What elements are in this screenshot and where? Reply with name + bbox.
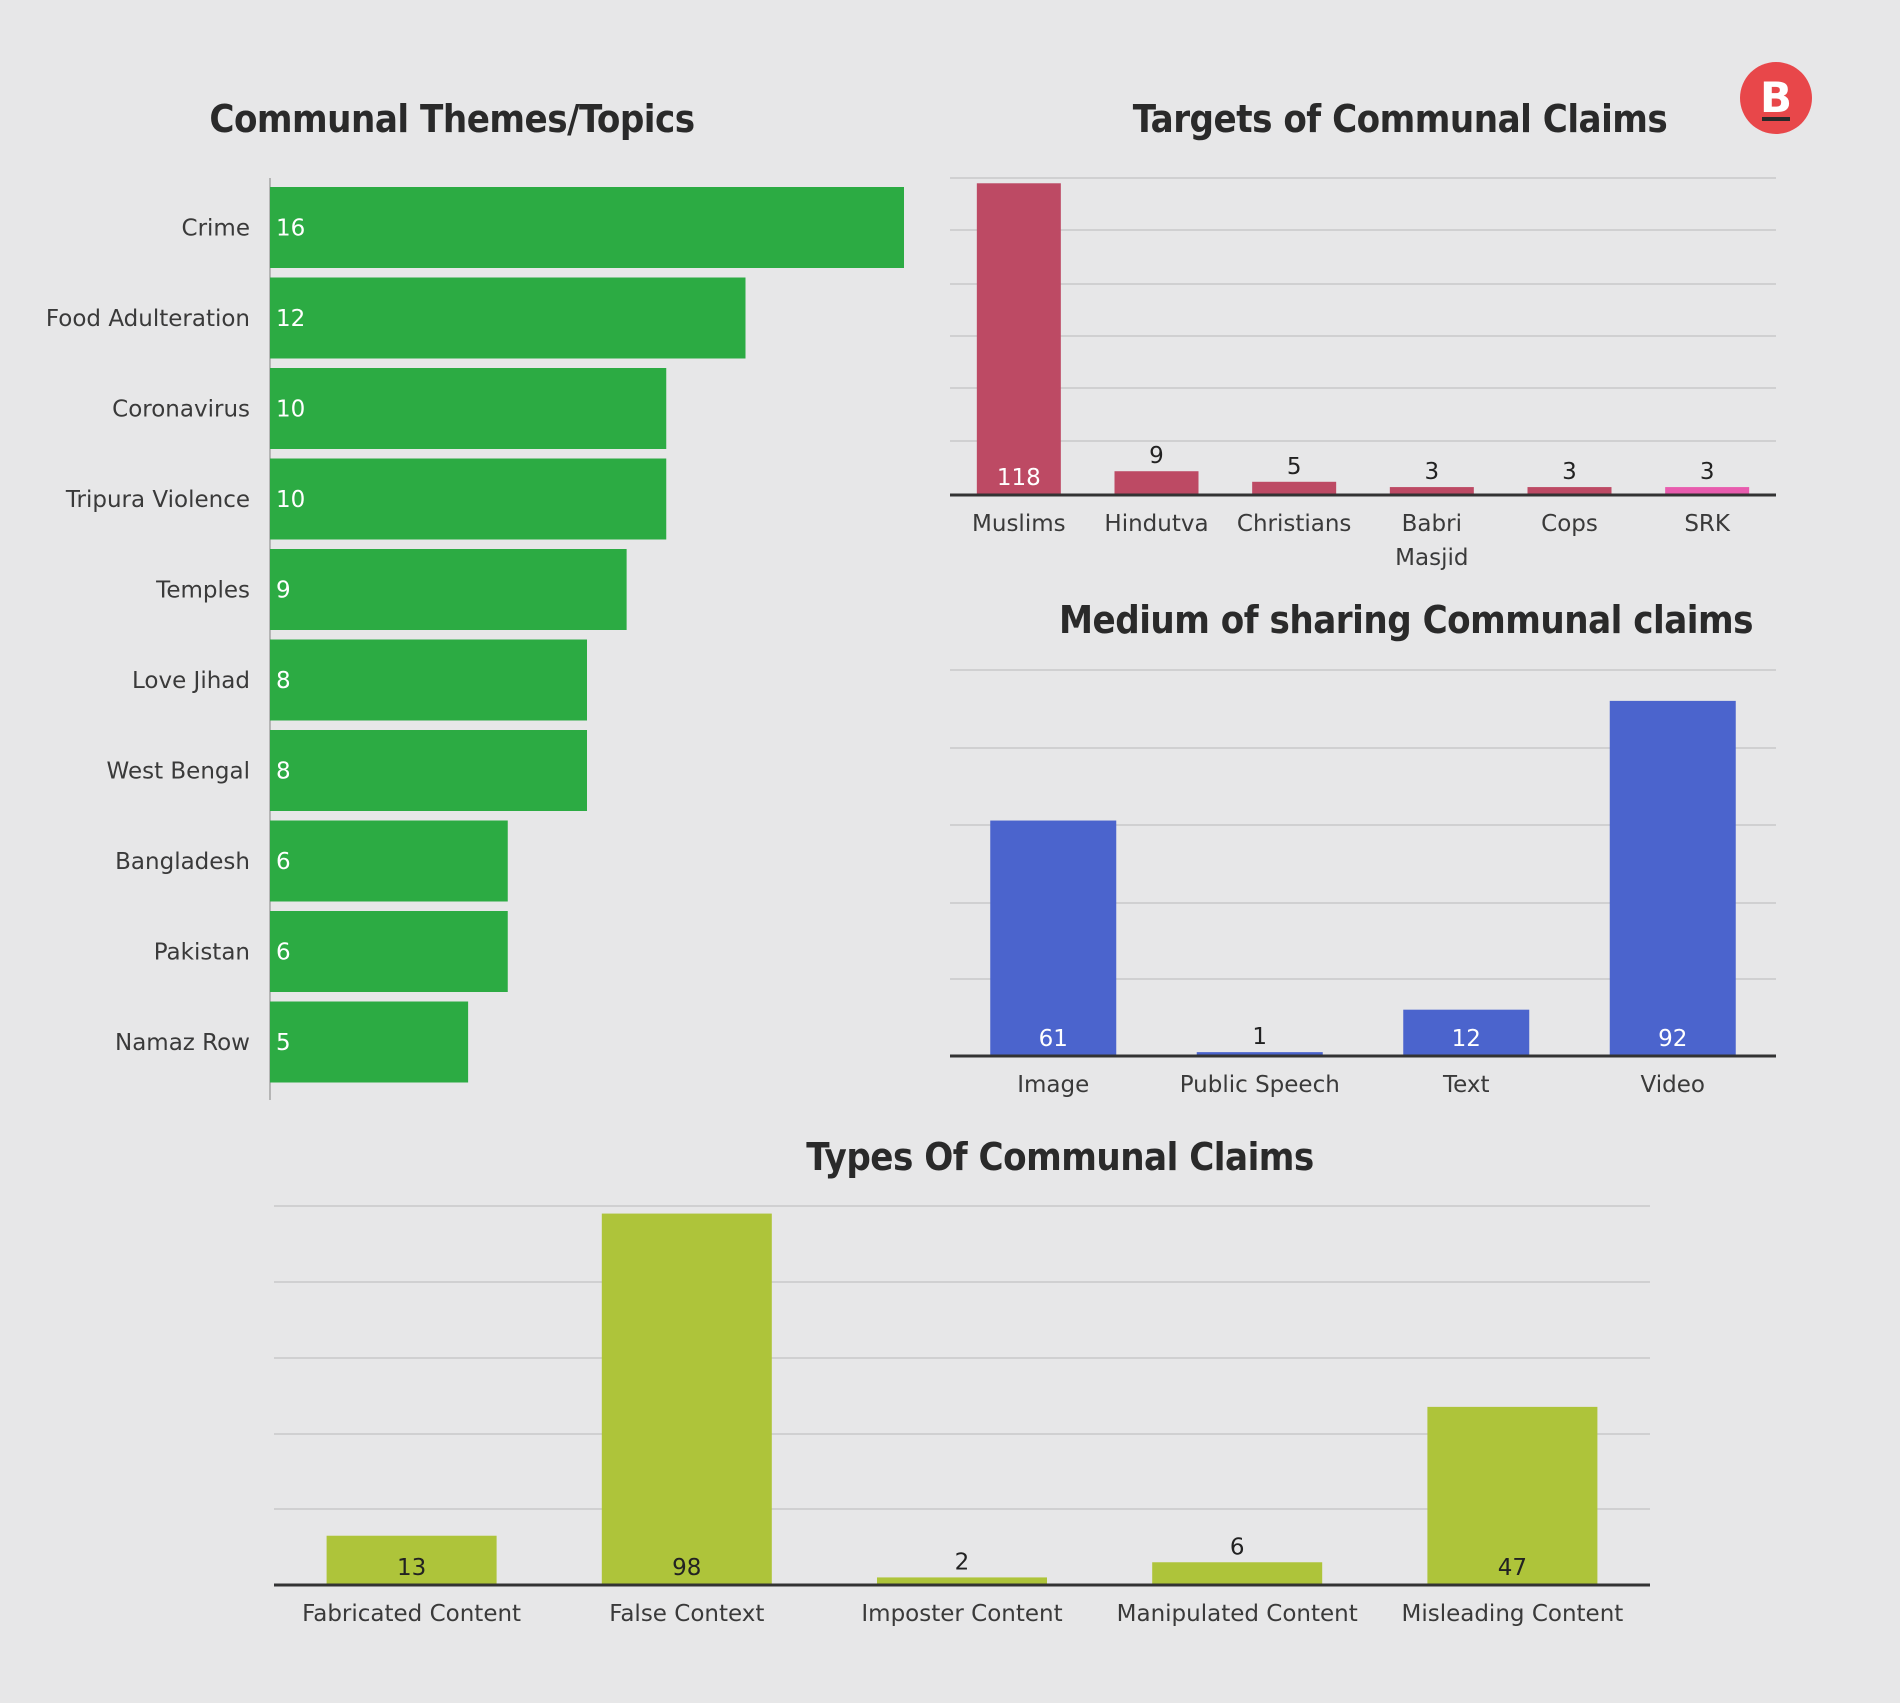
bar-misleading-content: [1427, 1406, 1598, 1585]
data-label: 10: [276, 397, 305, 423]
category-label: Misleading Content: [1401, 1601, 1623, 1627]
category-label: Crime: [182, 216, 250, 242]
category-label: Masjid: [1395, 545, 1468, 571]
data-label: 3: [1562, 459, 1577, 485]
data-label: 10: [276, 487, 305, 513]
category-label: Manipulated Content: [1117, 1601, 1358, 1627]
data-label: 92: [1658, 1026, 1687, 1052]
category-label: Imposter Content: [861, 1601, 1062, 1627]
bar-food-adulteration: [270, 277, 746, 359]
chart-title-medium: Medium of sharing Communal claims: [1059, 598, 1753, 642]
bar-text: [1403, 1009, 1530, 1056]
brand-logo: B: [1740, 62, 1812, 134]
chart-medium: Medium of sharing Communal claims 61 Imag…: [950, 598, 1776, 1098]
bar-cops: [1527, 487, 1612, 495]
category-label: Muslims: [972, 511, 1066, 537]
bar-public-speech: [1196, 1052, 1323, 1056]
bar-imposter-content: [877, 1577, 1047, 1585]
chart-targets: Targets of Communal Claims 118 Muslims 9 Hi…: [950, 97, 1776, 571]
data-label: 5: [1287, 454, 1302, 480]
bar-namaz-row: [270, 1001, 469, 1083]
data-label: 98: [672, 1555, 701, 1581]
bar-false-context: [601, 1213, 772, 1585]
logo-letter: B: [1760, 73, 1792, 122]
category-label: Hindutva: [1104, 511, 1208, 537]
chart-title-targets: Targets of Communal Claims: [1133, 97, 1668, 141]
category-label: Namaz Row: [115, 1030, 250, 1056]
data-label: 12: [276, 306, 305, 332]
data-label: 3: [1700, 459, 1715, 485]
logo-circle: [1740, 62, 1812, 134]
data-label: 47: [1498, 1555, 1527, 1581]
bar-pakistan: [270, 911, 508, 992]
category-label: Fabricated Content: [302, 1601, 521, 1627]
category-label: West Bengal: [107, 759, 250, 785]
bar-manipulated-content: [1152, 1562, 1323, 1585]
category-label: Tripura Violence: [65, 487, 250, 513]
data-label: 8: [276, 759, 291, 785]
chart-title-types: Types Of Communal Claims: [806, 1135, 1314, 1179]
bar-tripura-violence: [270, 458, 667, 540]
bar-fabricated-content: [326, 1535, 497, 1585]
data-label: 9: [1149, 443, 1164, 469]
data-label: 5: [276, 1030, 291, 1056]
category-label: SRK: [1684, 511, 1731, 537]
bar-temples: [270, 549, 627, 630]
data-label: 6: [276, 849, 291, 875]
chart-communal-themes: Communal Themes/Topics Crime 16 Food Adult…: [46, 97, 904, 1100]
data-label: 61: [1039, 1026, 1068, 1052]
category-label: Text: [1442, 1072, 1490, 1098]
bar-west-bengal: [270, 730, 587, 811]
data-label: 6: [1230, 1534, 1245, 1560]
data-label: 1: [1252, 1024, 1267, 1050]
bar-love-jihad: [270, 639, 587, 721]
bar-muslims: [976, 183, 1061, 496]
category-label: Love Jihad: [132, 668, 250, 694]
bar-video: [1609, 700, 1736, 1056]
data-label: 13: [397, 1555, 426, 1581]
category-label: Video: [1641, 1072, 1705, 1098]
category-label: Babri: [1402, 511, 1462, 537]
data-label: 2: [955, 1549, 970, 1575]
bar-christians: [1252, 481, 1337, 495]
data-label: 9: [276, 578, 291, 604]
bar-crime: [270, 187, 904, 268]
category-label: Food Adulteration: [46, 306, 250, 332]
data-label: 8: [276, 668, 291, 694]
logo-underline: [1762, 117, 1790, 121]
category-label: Temples: [155, 578, 250, 604]
bar-coronavirus: [270, 368, 667, 449]
data-label: 118: [997, 465, 1041, 491]
bar-babri-masjid: [1389, 487, 1474, 495]
bar-srk: [1665, 487, 1750, 495]
category-label: False Context: [609, 1601, 764, 1627]
data-label: 16: [276, 216, 305, 242]
data-label: 3: [1425, 459, 1440, 485]
category-label: Bangladesh: [115, 849, 250, 875]
bar-bangladesh: [270, 820, 508, 902]
chart-types: Types Of Communal Claims 13 Fabricated Co…: [274, 1135, 1650, 1627]
category-label: Cops: [1541, 511, 1598, 537]
category-label: Image: [1017, 1072, 1089, 1098]
category-label: Christians: [1237, 511, 1352, 537]
data-label: 12: [1452, 1026, 1481, 1052]
category-label: Pakistan: [154, 940, 250, 966]
category-label: Coronavirus: [112, 397, 250, 423]
chart-title-themes: Communal Themes/Topics: [209, 97, 694, 141]
data-label: 6: [276, 940, 291, 966]
bar-hindutva: [1114, 471, 1199, 495]
bar-image: [990, 820, 1117, 1056]
category-label: Public Speech: [1180, 1072, 1340, 1098]
